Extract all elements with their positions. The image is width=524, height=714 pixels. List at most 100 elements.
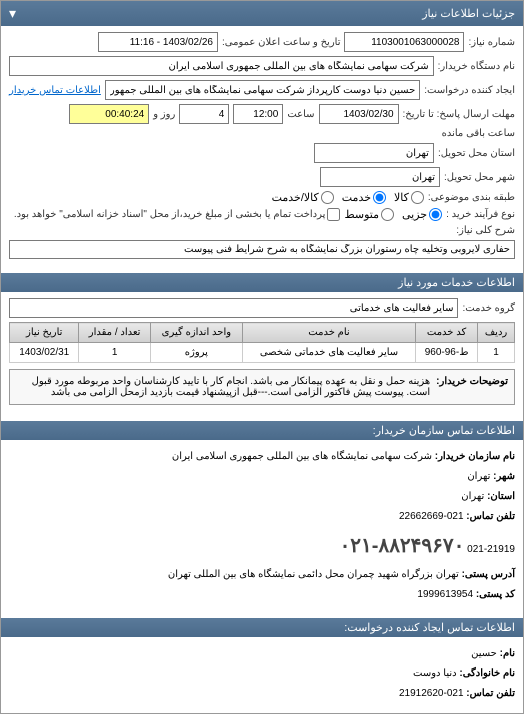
need-desc-input[interactable]	[9, 240, 515, 259]
cell-row: 1	[478, 343, 515, 363]
need-desc-label: شرح کلی نیاز:	[456, 225, 515, 236]
org-name: شرکت سهامی نمایشگاه های بین المللی جمهور…	[172, 451, 432, 462]
row-buyer-org: نام دستگاه خریدار:	[9, 56, 515, 76]
th-name: نام خدمت	[242, 323, 415, 343]
contact-org-section: نام سازمان خریدار: شرکت سهامی نمایشگاه ه…	[1, 440, 523, 614]
creator-surname-label: نام خانوادگی:	[459, 668, 515, 679]
radio-goods-service-input[interactable]	[321, 191, 334, 204]
radio-service-input[interactable]	[373, 191, 386, 204]
table-header-row: ردیف کد خدمت نام خدمت واحد اندازه گیری ت…	[10, 323, 515, 343]
th-qty: تعداد / مقدار	[79, 323, 150, 343]
cell-code: ط-96-960	[416, 343, 478, 363]
contact-postal-row: کد پستی: 1999613954	[9, 586, 515, 604]
payment-checkbox-input[interactable]	[327, 208, 340, 221]
services-header: اطلاعات خدمات مورد نیاز	[1, 273, 523, 292]
th-code: کد خدمت	[416, 323, 478, 343]
payment-checkbox[interactable]: پرداخت تمام یا بخشی از مبلغ خرید،از محل …	[14, 208, 341, 221]
org-province: تهران	[461, 491, 484, 502]
province-input[interactable]	[314, 143, 434, 163]
days-input[interactable]	[179, 104, 229, 124]
request-number-label: شماره نیاز:	[468, 37, 515, 48]
deadline-label: مهلت ارسال پاسخ: تا تاریخ:	[403, 109, 515, 120]
request-creator-label: ایجاد کننده درخواست:	[424, 85, 515, 96]
radio-service[interactable]: خدمت	[342, 191, 386, 204]
request-creator-input[interactable]	[105, 80, 420, 100]
row-city: شهر محل تحویل:	[9, 167, 515, 187]
buyer-org-label: نام دستگاه خریدار:	[438, 61, 515, 72]
contact-address-row: آدرس پستی: تهران بزرگراه شهید چمران محل …	[9, 566, 515, 584]
org-postal-label: کد پستی:	[476, 589, 515, 600]
creator-name-label: نام:	[500, 648, 515, 659]
th-date: تاریخ نیاز	[10, 323, 79, 343]
city-label: شهر محل تحویل:	[444, 172, 515, 183]
table-row: 1 ط-96-960 سایر فعالیت های خدماتی شخصی پ…	[10, 343, 515, 363]
category-label: طبقه بندی موضوعی:	[428, 192, 515, 203]
contact-phone2-row: 021-21919 ۰۲۱-۸۸۲۴۹۶۷۰	[9, 528, 515, 564]
service-group-input[interactable]	[9, 298, 458, 318]
contact-org-header: اطلاعات تماس سازمان خریدار:	[1, 421, 523, 440]
radio-small-input[interactable]	[429, 208, 442, 221]
radio-medium[interactable]: متوسط	[344, 208, 394, 221]
request-number-input[interactable]	[344, 32, 464, 52]
row-request-creator: ایجاد کننده درخواست: اطلاعات تماس خریدار	[9, 80, 515, 100]
row-purchase-type: نوع فرآیند خرید : جزیی متوسط پرداخت تمام…	[9, 208, 515, 221]
row-province: استان محل تحویل:	[9, 143, 515, 163]
window-title: جزئیات اطلاعات نیاز	[422, 7, 515, 20]
radio-medium-label: متوسط	[344, 208, 379, 221]
big-phone: ۰۲۱-۸۸۲۴۹۶۷۰	[340, 535, 465, 557]
radio-small[interactable]: جزیی	[402, 208, 442, 221]
radio-goods-service[interactable]: کالا/خدمت	[272, 191, 334, 204]
org-phone2: 021-21919	[467, 544, 515, 555]
org-label: نام سازمان خریدار:	[435, 451, 515, 462]
notes-text: هزینه حمل و نقل به عهده پیمانکار می باشد…	[16, 376, 430, 398]
titlebar: جزئیات اطلاعات نیاز ▾	[1, 1, 523, 26]
org-city: تهران	[467, 471, 490, 482]
contact-creator-section: نام: حسین نام خانوادگی: دنیا دوست تلفن ت…	[1, 637, 523, 713]
city-input[interactable]	[320, 167, 440, 187]
service-group-label: گروه خدمت:	[462, 303, 515, 314]
payment-note-label: پرداخت تمام یا بخشی از مبلغ خرید،از محل …	[14, 209, 326, 220]
contact-link[interactable]: اطلاعات تماس خریدار	[9, 85, 101, 96]
collapse-icon[interactable]: ▾	[9, 5, 16, 22]
radio-goods[interactable]: کالا	[394, 191, 424, 204]
radio-medium-input[interactable]	[381, 208, 394, 221]
contact-phone-row: تلفن تماس: 021-22662669	[9, 508, 515, 526]
public-datetime-input[interactable]	[98, 32, 218, 52]
cell-name: سایر فعالیت های خدماتی شخصی	[242, 343, 415, 363]
row-category: طبقه بندی موضوعی: کالا خدمت کالا/خدمت	[9, 191, 515, 204]
th-unit: واحد اندازه گیری	[150, 323, 242, 343]
main-window: جزئیات اطلاعات نیاز ▾ شماره نیاز: تاریخ …	[0, 0, 524, 714]
response-time-input[interactable]	[233, 104, 283, 124]
th-row: ردیف	[478, 323, 515, 343]
radio-service-label: خدمت	[342, 191, 371, 204]
radio-goods-label: کالا	[394, 191, 409, 204]
purchase-radio-group: جزیی متوسط	[344, 208, 442, 221]
org-postal: 1999613954	[417, 589, 473, 600]
org-phone-label: تلفن تماس:	[466, 511, 515, 522]
radio-goods-input[interactable]	[411, 191, 424, 204]
contact-province-row: استان: تهران	[9, 488, 515, 506]
response-date-input[interactable]	[319, 104, 399, 124]
creator-phone-label: تلفن تماس:	[466, 688, 515, 699]
org-address-label: آدرس پستی:	[462, 569, 515, 580]
contact-org-name-row: نام سازمان خریدار: شرکت سهامی نمایشگاه ه…	[9, 448, 515, 466]
services-table: ردیف کد خدمت نام خدمت واحد اندازه گیری ت…	[9, 322, 515, 363]
creator-name-row: نام: حسین	[9, 645, 515, 663]
contact-creator-header: اطلاعات تماس ایجاد کننده درخواست:	[1, 618, 523, 637]
org-province-label: استان:	[487, 491, 515, 502]
row-need-desc: شرح کلی نیاز:	[9, 225, 515, 259]
contact-city-row: شهر: تهران	[9, 468, 515, 486]
creator-surname-row: نام خانوادگی: دنیا دوست	[9, 665, 515, 683]
services-section: گروه خدمت: ردیف کد خدمت نام خدمت واحد ان…	[1, 292, 523, 417]
form-section: شماره نیاز: تاریخ و ساعت اعلان عمومی: نا…	[1, 26, 523, 269]
org-phone: 021-22662669	[399, 511, 464, 522]
purchase-type-label: نوع فرآیند خرید :	[446, 209, 515, 220]
row-service-group: گروه خدمت:	[9, 298, 515, 318]
radio-goods-service-label: کالا/خدمت	[272, 191, 319, 204]
public-datetime-label: تاریخ و ساعت اعلان عمومی:	[222, 37, 341, 48]
buyer-org-input[interactable]	[9, 56, 434, 76]
days-label: روز و	[153, 109, 175, 120]
notes-label: توضیحات خریدار:	[436, 376, 508, 398]
remaining-label: ساعت باقی مانده	[442, 128, 515, 139]
time-remaining-input[interactable]	[69, 104, 149, 124]
